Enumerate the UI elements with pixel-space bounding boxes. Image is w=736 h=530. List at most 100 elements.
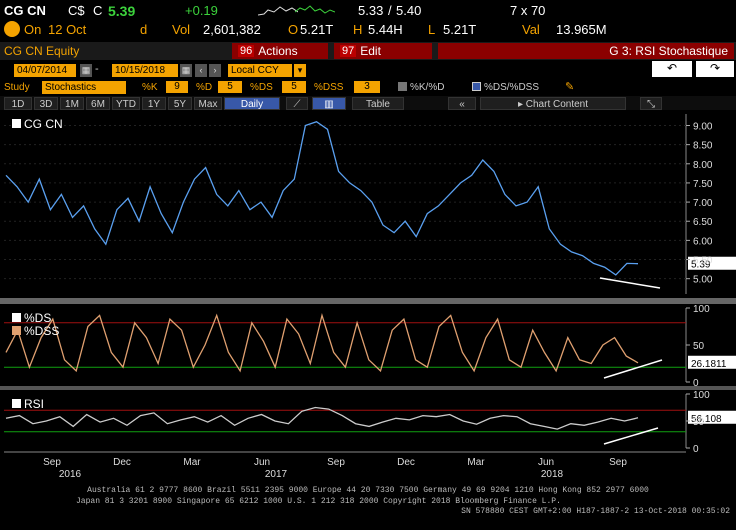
chevron-down-icon[interactable]: ▾ xyxy=(294,64,306,77)
line-chart-icon[interactable]: ⟋ xyxy=(286,96,308,110)
high-label: H xyxy=(353,21,363,37)
quote-date: 12 Oct xyxy=(48,21,87,37)
ds-label: %DS xyxy=(250,81,273,93)
range-1m[interactable]: 1M xyxy=(60,96,84,110)
legend-swatch xyxy=(12,326,21,335)
expand-icon[interactable]: ⤡ xyxy=(640,96,662,110)
low-label: L xyxy=(428,21,436,37)
ds-input[interactable]: 5 xyxy=(282,81,306,93)
y-tick-label: 6.00 xyxy=(693,236,713,247)
last-value-box xyxy=(688,410,736,424)
range-1y[interactable]: 1Y xyxy=(142,96,166,110)
last-value-label: 56.108 xyxy=(691,414,722,425)
series-line-cgcn xyxy=(5,120,639,276)
sparkline-green-icon xyxy=(295,5,335,14)
actions-number: 96 xyxy=(238,45,255,57)
start-date-input[interactable]: 04/07/2014 xyxy=(14,64,76,77)
next-period-icon[interactable]: › xyxy=(209,64,221,77)
x-tick-label: Jun xyxy=(254,457,270,468)
y-tick-label: 50 xyxy=(693,341,705,352)
y-tick-label: 100 xyxy=(693,390,710,401)
x-tick-label: Dec xyxy=(397,457,415,468)
k-input[interactable]: 9 xyxy=(166,81,188,93)
range-1d[interactable]: 1D xyxy=(4,96,32,110)
range-6m[interactable]: 6M xyxy=(86,96,110,110)
kd-legend: %K/%D xyxy=(410,81,445,93)
bid-ask-size: 7 x 70 xyxy=(510,3,546,18)
prev-period-icon[interactable]: ‹ xyxy=(195,64,207,77)
dss-label: %DSS xyxy=(314,81,344,93)
redo-icon[interactable]: ↷ xyxy=(696,61,734,77)
calendar-icon[interactable]: ▦ xyxy=(80,64,92,77)
price-change: +0.19 xyxy=(185,3,218,18)
chart-type-icon[interactable]: ▥ xyxy=(312,96,346,110)
dss-input[interactable]: 3 xyxy=(354,81,380,93)
range-max[interactable]: Max xyxy=(194,96,222,110)
footer-contacts: Australia 61 2 9777 8600 Brazil 5511 239… xyxy=(87,486,649,495)
last-value-box xyxy=(688,256,736,270)
traded-value: 13.965M xyxy=(556,21,607,37)
x-year-label: 2016 xyxy=(59,469,82,480)
chart-content-button[interactable]: ▸ Chart Content xyxy=(480,96,626,110)
x-tick-label: Mar xyxy=(467,457,485,468)
bid-price: 5.33 xyxy=(358,3,384,18)
security-name[interactable]: CG CN Equity xyxy=(4,44,80,58)
pencil-icon[interactable]: ✎ xyxy=(565,81,575,93)
y-tick-label: 8.50 xyxy=(693,141,713,152)
x-tick-label: Jun xyxy=(538,457,554,468)
end-date-input[interactable]: 10/15/2018 xyxy=(112,64,178,77)
open-label: O xyxy=(288,21,299,37)
date-dash: - xyxy=(95,63,99,75)
y-tick-label: 8.00 xyxy=(693,160,713,171)
x-tick-label: Sep xyxy=(327,457,345,468)
x-year-label: 2018 xyxy=(541,469,564,480)
calendar-end-icon[interactable]: ▦ xyxy=(180,64,192,77)
on-label: On xyxy=(24,21,42,37)
y-tick-label: 9.00 xyxy=(693,121,713,132)
y-tick-label: 50 xyxy=(693,417,705,428)
edit-button[interactable]: 97 Edit xyxy=(334,43,432,59)
kd-checkbox[interactable] xyxy=(398,82,407,91)
view-selector[interactable]: G 3: RSI Stochastique xyxy=(438,43,734,59)
y-tick-label: 0 xyxy=(693,378,699,389)
range-5y[interactable]: 5Y xyxy=(168,96,192,110)
currency-select[interactable]: Local CCY xyxy=(228,64,292,77)
x-year-label: 2017 xyxy=(265,469,288,480)
collapse-icon[interactable]: « xyxy=(448,96,476,110)
y-tick-label: 100 xyxy=(693,304,710,315)
legend-label: %DS xyxy=(24,311,51,325)
d-input[interactable]: 5 xyxy=(218,81,242,93)
legend-label: CG CN xyxy=(24,117,63,131)
series-line-rsi xyxy=(5,406,639,430)
footer-contacts-2: Japan 81 3 3201 8900 Singapore 65 6212 1… xyxy=(76,497,561,506)
series-line-dss xyxy=(5,312,639,373)
trendline xyxy=(603,427,659,445)
legend-label: RSI xyxy=(24,397,44,411)
clock-icon xyxy=(4,21,20,37)
y-tick-label: 0 xyxy=(693,444,699,455)
dsdss-legend: %DS/%DSS xyxy=(484,81,540,93)
price-arrow: C xyxy=(93,3,103,18)
period-select[interactable]: Daily xyxy=(224,96,280,110)
study-select[interactable]: Stochastics xyxy=(42,80,126,94)
actions-label: Actions xyxy=(258,44,298,58)
last-value-label: 5.39 xyxy=(691,260,711,271)
panel-separator xyxy=(0,386,736,390)
dsdss-checkbox[interactable] xyxy=(472,82,481,91)
undo-icon[interactable]: ↶ xyxy=(652,61,692,77)
high-price: 5.44H xyxy=(368,21,403,37)
y-tick-label: 7.00 xyxy=(693,198,713,209)
quote-d: d xyxy=(140,21,148,37)
ticker[interactable]: CG CN xyxy=(4,3,46,18)
chart-area[interactable]: 5.39 CG CN 26.1811 %DS%DSS 56.108 RSI 9.00 8.5… xyxy=(0,110,736,482)
range-3d[interactable]: 3D xyxy=(34,96,58,110)
footer-session: SN 578880 CEST GMT+2:00 H187-1887-2 13-O… xyxy=(461,507,730,516)
actions-button[interactable]: 96 Actions xyxy=(232,43,328,59)
table-button[interactable]: Table xyxy=(352,96,404,110)
y-tick-label: 5.00 xyxy=(693,275,713,286)
currency: C$ xyxy=(68,3,85,18)
quote-header: CG CN C$ C 5.39 +0.19 5.33 / 5.40 7 x 70 xyxy=(0,2,736,19)
legend-label: %DSS xyxy=(24,324,59,338)
chart-content-label: Chart Content xyxy=(525,98,589,110)
range-ytd[interactable]: YTD xyxy=(112,96,140,110)
